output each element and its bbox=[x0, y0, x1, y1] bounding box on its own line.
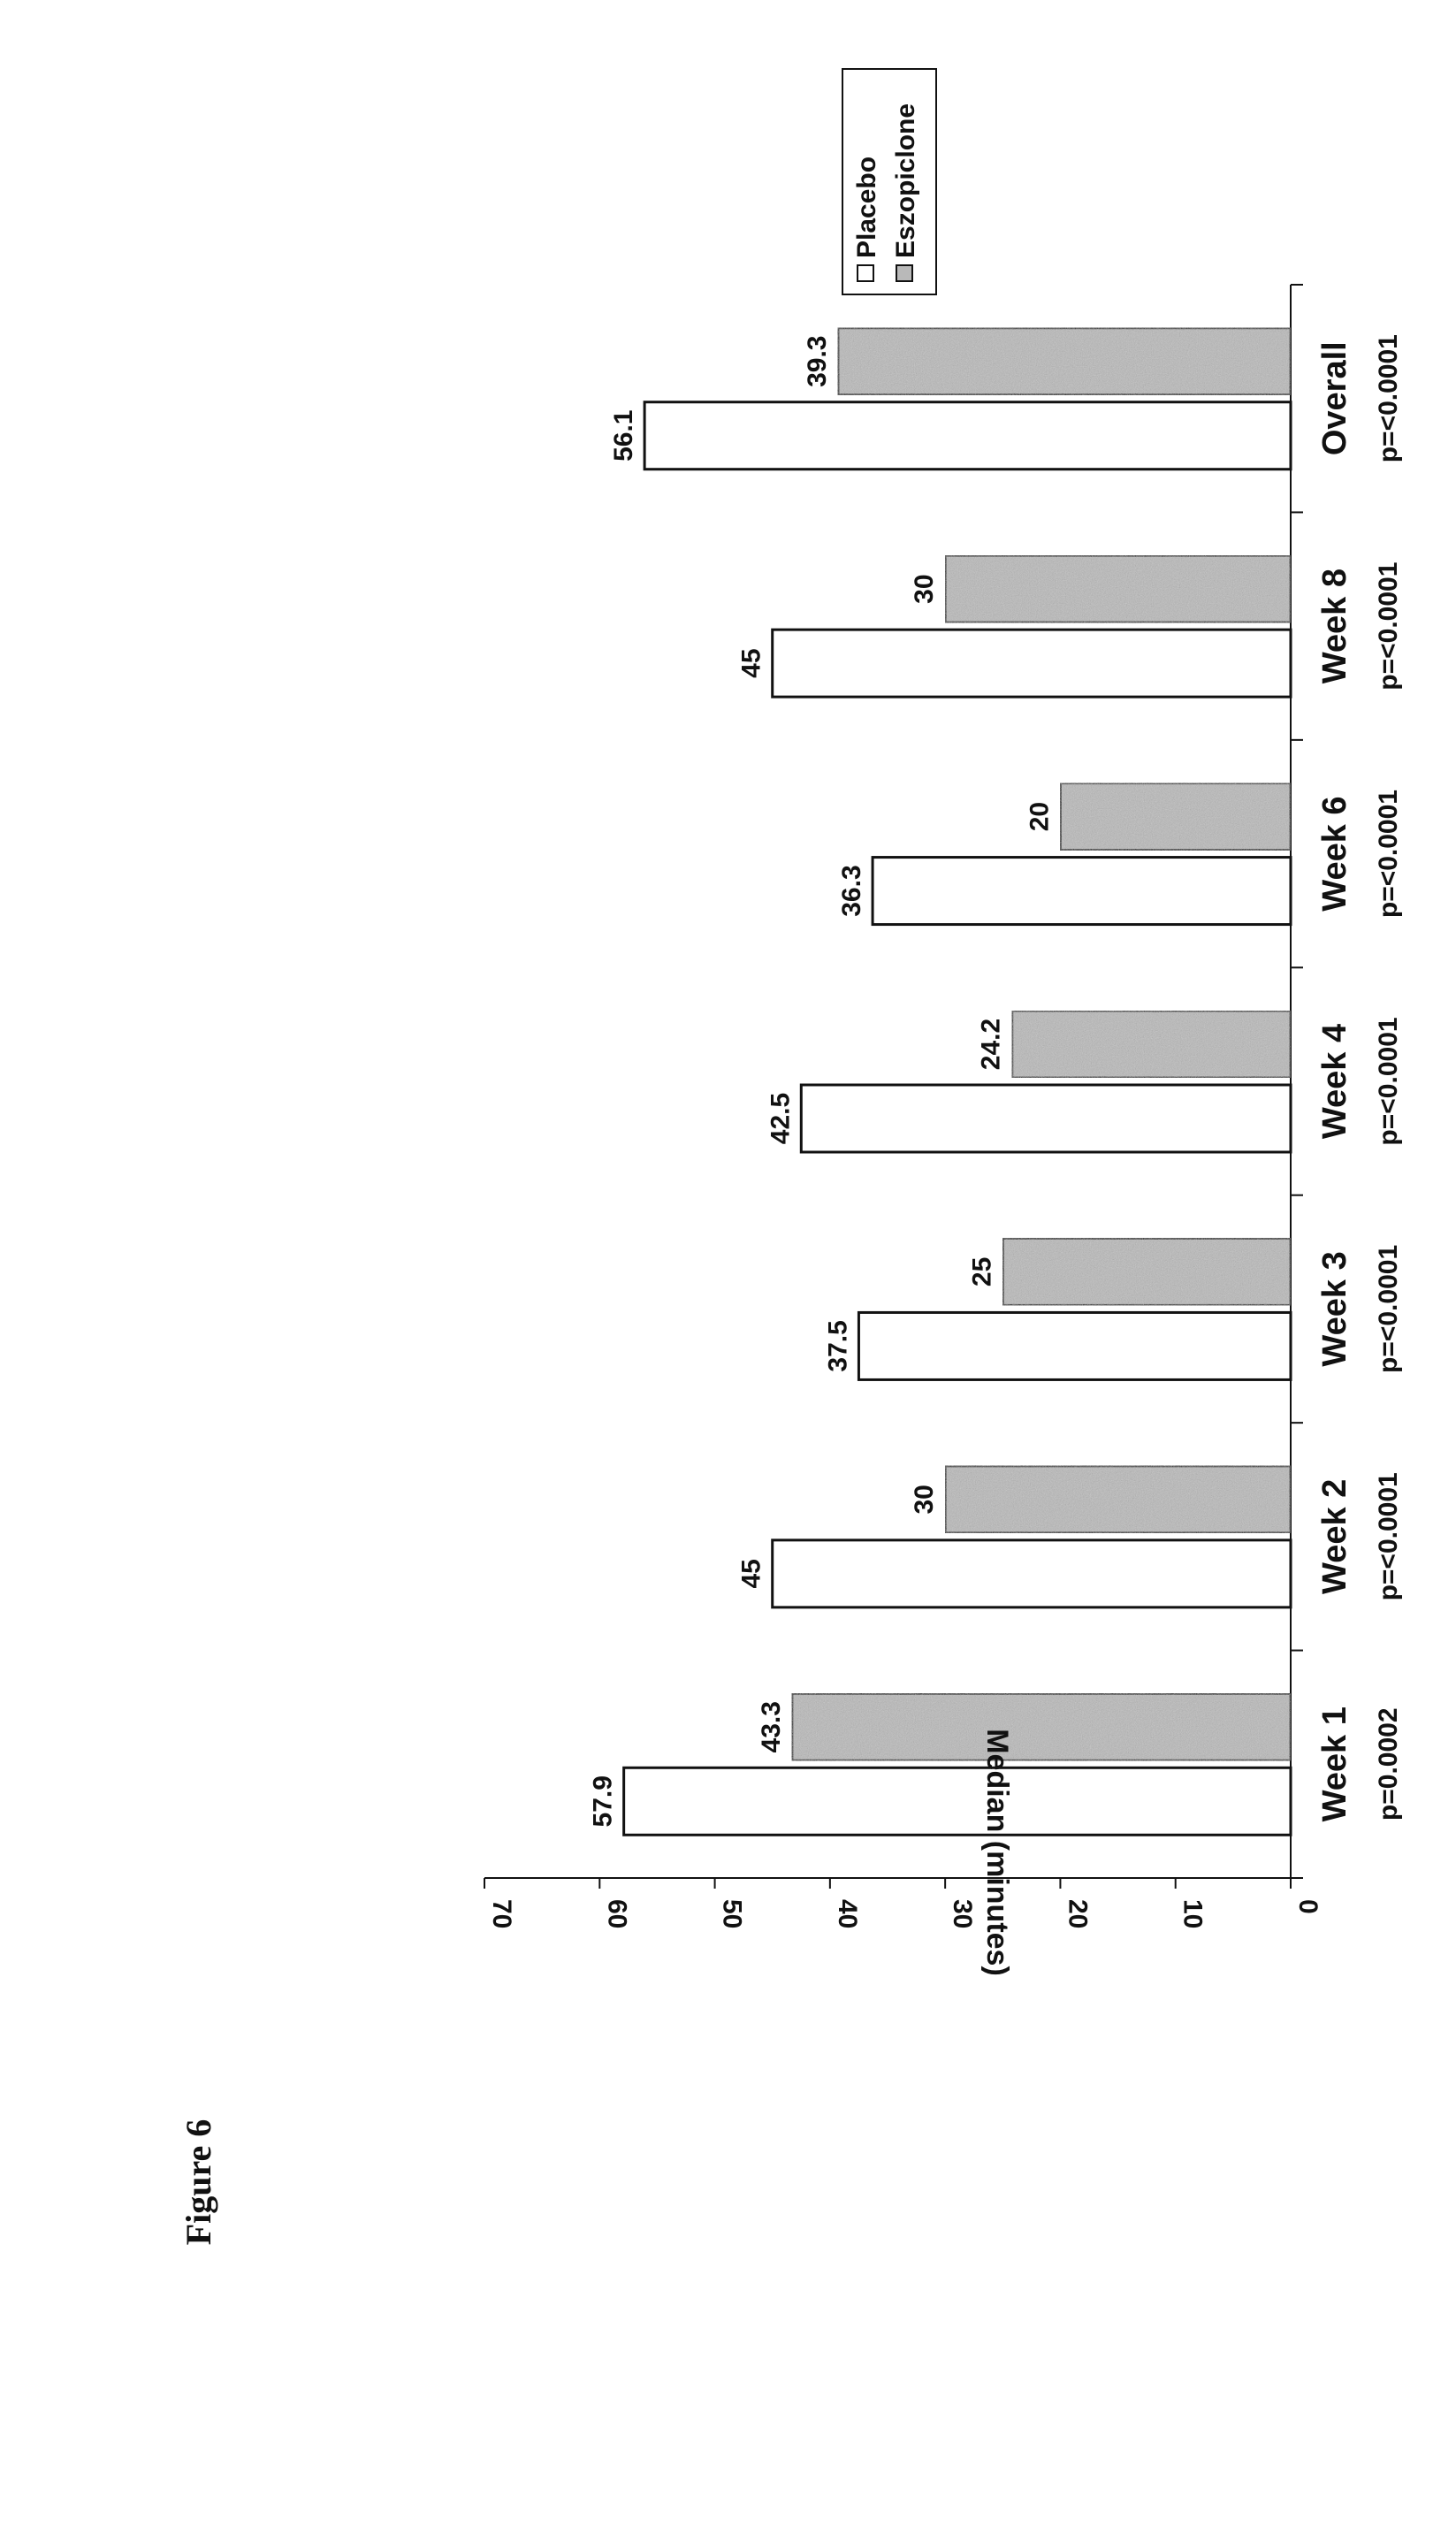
data-label-placebo: 42.5 bbox=[766, 1093, 795, 1144]
p-value-label: p=<0.0001 bbox=[1374, 1017, 1403, 1145]
category-label: Week 4 bbox=[1316, 1024, 1353, 1139]
bar-eszopiclone bbox=[945, 1466, 1291, 1533]
data-label-placebo: 36.3 bbox=[837, 865, 866, 916]
category-label: Week 3 bbox=[1316, 1251, 1353, 1366]
y-tick-label: 20 bbox=[1063, 1899, 1092, 1928]
y-axis-title: Median (minutes) bbox=[980, 1729, 1014, 1976]
y-tick-label: 70 bbox=[487, 1899, 516, 1928]
y-tick-label: 40 bbox=[833, 1899, 862, 1928]
data-label-placebo: 56.1 bbox=[609, 410, 638, 462]
bar-placebo bbox=[858, 1312, 1291, 1379]
legend-label-placebo: Placebo bbox=[852, 157, 881, 258]
p-value-label: p=0.0002 bbox=[1374, 1707, 1403, 1821]
plot-area: 0 10 20 30 40 50 60 70 57.9 43.3 Week 1 p=0.0002 45 3… bbox=[484, 285, 1403, 1928]
y-tick-label: 0 bbox=[1293, 1899, 1323, 1914]
bar-eszopiclone bbox=[1060, 783, 1291, 851]
data-label-placebo: 37.5 bbox=[823, 1320, 852, 1371]
bar-placebo bbox=[773, 1540, 1291, 1607]
bar-placebo bbox=[644, 402, 1291, 470]
data-label-eszopiclone: 20 bbox=[1025, 802, 1054, 831]
bar-placebo bbox=[773, 630, 1291, 697]
data-label-eszopiclone: 24.2 bbox=[977, 1019, 1006, 1070]
bar-eszopiclone bbox=[792, 1693, 1291, 1760]
category-label: Overall bbox=[1316, 341, 1353, 455]
data-label-placebo: 45 bbox=[737, 1559, 766, 1588]
bar-placebo bbox=[624, 1767, 1291, 1835]
y-tick-label: 30 bbox=[948, 1899, 977, 1928]
category-label: Week 1 bbox=[1316, 1706, 1353, 1821]
category-label: Week 2 bbox=[1316, 1479, 1353, 1594]
category-label: Week 8 bbox=[1316, 569, 1353, 683]
legend-swatch-eszopiclone bbox=[896, 265, 912, 281]
bar-eszopiclone bbox=[838, 328, 1291, 395]
y-tick-label: 60 bbox=[602, 1899, 631, 1928]
p-value-label: p=<0.0001 bbox=[1374, 790, 1403, 918]
bar-eszopiclone bbox=[1002, 1238, 1291, 1305]
data-label-eszopiclone: 30 bbox=[910, 1485, 939, 1514]
y-tick-label: 10 bbox=[1178, 1899, 1208, 1928]
legend-label-eszopiclone: Eszopiclone bbox=[891, 103, 920, 258]
data-label-placebo: 57.9 bbox=[589, 1775, 618, 1827]
data-label-placebo: 45 bbox=[737, 648, 766, 677]
legend: Placebo Eszopiclone bbox=[842, 69, 936, 294]
figure-label: Figure 6 bbox=[179, 2119, 218, 2246]
bar-placebo bbox=[801, 1085, 1291, 1152]
category-label: Week 6 bbox=[1316, 796, 1353, 911]
data-label-eszopiclone: 43.3 bbox=[757, 1701, 786, 1752]
bar-eszopiclone bbox=[1012, 1011, 1291, 1078]
data-label-eszopiclone: 25 bbox=[967, 1257, 996, 1286]
p-value-label: p=<0.0001 bbox=[1374, 562, 1403, 691]
bar-placebo bbox=[873, 858, 1291, 925]
data-label-eszopiclone: 39.3 bbox=[803, 336, 832, 387]
p-value-label: p=<0.0001 bbox=[1374, 1472, 1403, 1600]
bar-eszopiclone bbox=[945, 555, 1291, 622]
p-value-label: p=<0.0001 bbox=[1374, 334, 1403, 462]
data-label-eszopiclone: 30 bbox=[910, 574, 939, 603]
y-tick-label: 50 bbox=[718, 1899, 747, 1928]
legend-swatch-placebo bbox=[858, 265, 873, 281]
p-value-label: p=<0.0001 bbox=[1374, 1245, 1403, 1373]
